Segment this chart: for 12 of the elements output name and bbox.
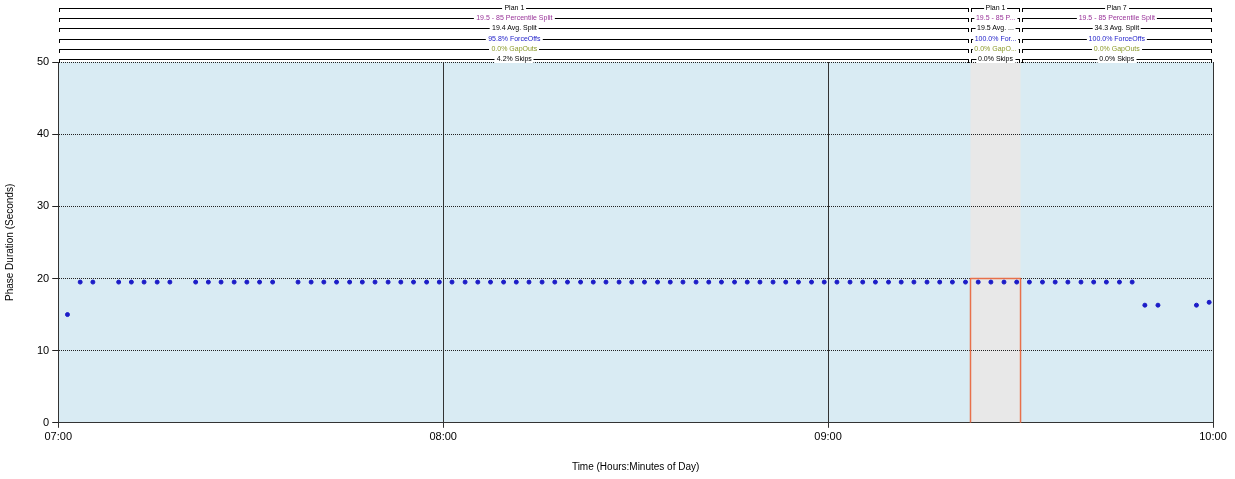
- y-tick-label: 20: [36, 271, 50, 284]
- x-tick-label: 10:00: [1199, 430, 1227, 443]
- y-axis-title: Phase Duration (Seconds): [3, 183, 15, 302]
- x-tick-label: 09:00: [814, 430, 842, 443]
- y-tick-label: 0: [43, 415, 50, 428]
- x-tick-label: 07:00: [44, 430, 72, 443]
- y-tick-label: 50: [36, 55, 50, 68]
- x-tick-label: 08:00: [429, 430, 457, 443]
- y-tick-label: 30: [36, 199, 50, 212]
- x-axis-title: Time (Hours:Minutes of Day): [571, 460, 700, 472]
- y-tick-label: 40: [36, 127, 50, 140]
- y-tick-label: 10: [36, 343, 50, 356]
